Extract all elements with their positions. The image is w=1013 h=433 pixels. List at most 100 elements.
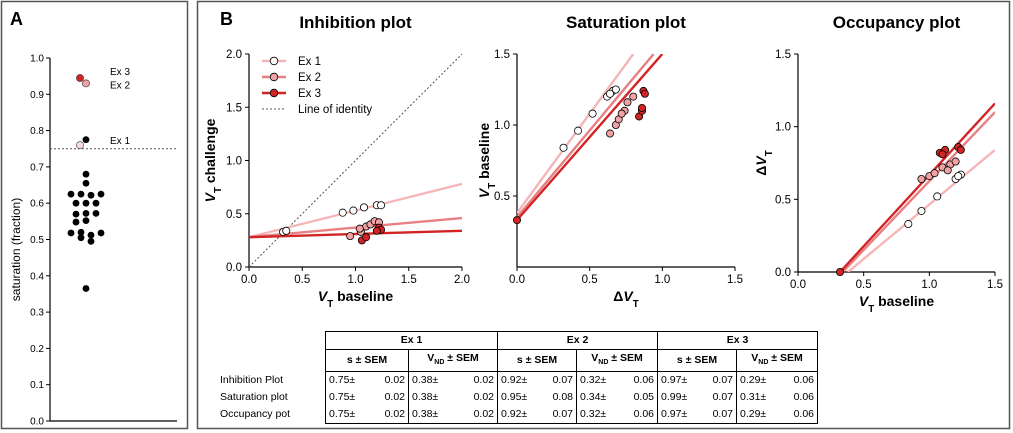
data-point — [836, 267, 845, 276]
data-point — [82, 179, 90, 187]
x-tick-label: 0.5 — [294, 274, 310, 286]
data-point — [355, 224, 364, 233]
data-point — [67, 229, 75, 237]
plot-title: Inhibition plot — [299, 13, 412, 32]
data-point — [349, 206, 358, 215]
regression-line-ex-2 — [517, 54, 655, 219]
regression-line-ex-3 — [517, 54, 664, 221]
subheader-s: s ± SEM — [325, 349, 409, 373]
y-tick-label: 2.0 — [226, 49, 242, 61]
panel-b-frame — [196, 0, 1011, 430]
y-tick-label: 0.5 — [30, 235, 44, 246]
data-point — [87, 231, 95, 239]
y-tick-label: 1.0 — [494, 120, 510, 132]
saturation-strip-plot: 0.0 0.1 0.2 0.3 0.4 0.5 0.6 0.7 0.8 0.9 1.0 saturat… — [9, 54, 177, 428]
inhibition-plot: Inhibition plot 0.0 0.5 1.0 1.5 2.0 0.0 0.5 1.0 1… — [202, 13, 470, 310]
x-tick-label: 1.0 — [921, 279, 937, 291]
data-point — [930, 169, 939, 178]
panel-a-frame — [0, 0, 189, 430]
y-tick-label: 0.0 — [30, 417, 44, 428]
y-tick-label: 0.3 — [30, 308, 44, 319]
y-tick-label: 0.0 — [226, 262, 242, 274]
legend-label: Ex 2 — [298, 72, 321, 84]
data-point — [606, 89, 615, 98]
saturation-plot: Saturation plot 0.0 0.5 1.0 1.5 0.5 1.0 1.5 ΔVT V… — [476, 13, 743, 310]
x-tick-label: 1.5 — [401, 274, 417, 286]
data-point — [87, 191, 95, 199]
data-point — [77, 228, 85, 236]
highlight-label: Ex 2 — [110, 80, 130, 91]
y-tick-label: 0.5 — [226, 209, 242, 221]
legend-swatch-marker — [269, 56, 279, 66]
legend-label: Line of identity — [298, 104, 372, 116]
data-point — [72, 199, 80, 207]
y-tick-label: 1.0 — [226, 156, 242, 168]
subheader-vnd: VND ± SEM — [576, 349, 658, 373]
data-point — [338, 208, 347, 217]
data-point — [82, 209, 90, 217]
data-point — [82, 136, 90, 144]
data-point — [588, 109, 597, 118]
y-axis-label: VT baseline — [476, 123, 498, 198]
row-label: Inhibition Plot — [220, 373, 284, 386]
data-point — [77, 190, 85, 198]
data-point — [617, 109, 626, 118]
data-point — [97, 190, 105, 198]
legend-label: Ex 3 — [298, 88, 321, 100]
x-tick-label: 1.5 — [727, 274, 743, 286]
x-tick-label: 2.0 — [454, 274, 470, 286]
data-point — [67, 190, 75, 198]
data-point — [77, 234, 85, 242]
y-tick-label: 0.6 — [30, 199, 44, 210]
data-point — [377, 201, 386, 210]
x-tick-label: 1.0 — [348, 274, 364, 286]
plot-title: Occupancy plot — [833, 13, 961, 32]
data-point — [933, 192, 942, 201]
x-tick-label: 0.0 — [509, 274, 525, 286]
table-row: Inhibition Plot 0.75± 0.02 0.38± 0.02 0.92… — [220, 371, 818, 390]
y-tick-label: 0.5 — [775, 194, 791, 206]
y-axis-label: ΔVT — [753, 150, 775, 175]
regression-line-ex-3 — [249, 229, 462, 239]
x-tick-label: 0.0 — [241, 274, 257, 286]
x-tick-label: 1.5 — [987, 279, 1003, 291]
legend: Ex 1 Ex 2 Ex 3 Line of identity — [262, 56, 372, 116]
x-tick-label: 1.0 — [654, 274, 670, 286]
data-point — [574, 126, 583, 135]
y-tick-label: 0.8 — [30, 126, 44, 137]
data-point — [372, 226, 381, 235]
data-point — [87, 237, 95, 245]
y-tick-label: 0.1 — [30, 380, 44, 391]
table-group-ex1: Ex 1 — [325, 331, 498, 350]
y-axis-label: saturation (fraction) — [9, 198, 23, 301]
table-row: Saturation plot 0.75± 0.02 0.38± 0.02 0.95… — [220, 389, 818, 407]
x-tick-label: 0.5 — [856, 279, 872, 291]
y-tick-label: 1.5 — [494, 49, 510, 61]
data-point — [97, 229, 105, 237]
data-point — [623, 98, 632, 107]
results-table: Ex 1 Ex 2 Ex 3 s ± SEM VND ± SEM s ± SEM… — [220, 331, 818, 425]
data-point — [917, 174, 926, 183]
y-tick-label: 1.5 — [226, 102, 242, 114]
regression-line-ex-1 — [517, 54, 635, 214]
subheader-s: s ± SEM — [657, 349, 737, 373]
data-point — [904, 220, 913, 229]
x-axis-label: VT baseline — [318, 288, 393, 310]
data-point — [513, 216, 522, 225]
y-tick-label: 0.4 — [30, 271, 44, 282]
data-point — [92, 209, 100, 217]
data-point — [92, 199, 100, 207]
subheader-s: s ± SEM — [497, 349, 577, 373]
y-tick-label: 1.5 — [775, 49, 791, 61]
data-point — [611, 85, 620, 94]
table-group-ex2: Ex 2 — [497, 331, 658, 350]
legend-label: Ex 1 — [298, 56, 321, 68]
data-point — [72, 210, 80, 218]
row-label: Saturation plot — [220, 391, 288, 404]
x-tick-label: 0.0 — [790, 279, 806, 291]
data-point — [938, 150, 947, 159]
regression-line-ex-3 — [839, 102, 995, 272]
data-point — [917, 206, 926, 215]
highlight-point — [76, 74, 84, 82]
